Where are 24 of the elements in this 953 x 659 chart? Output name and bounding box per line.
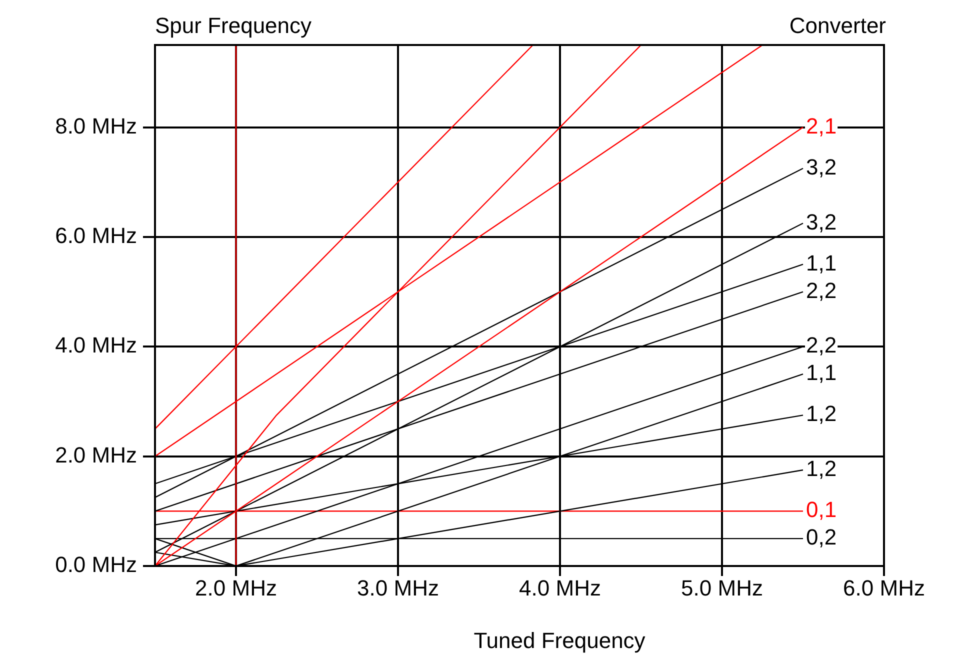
series-label: 1,1 [806,250,837,276]
x-tick-label: 6.0 MHz [843,575,925,600]
series-label: 1,1 [806,360,837,386]
y-axis-title: Spur Frequency [155,13,312,38]
chart-title: Converter [789,13,886,38]
x-axis-title: Tuned Frequency [474,628,646,653]
series-label: 2,2 [806,278,837,303]
series-label: 2,2 [806,332,837,358]
series-label: 2,1 [806,113,837,138]
series-label: 0,2 [806,524,837,550]
x-tick-label: 2.0 MHz [195,575,277,600]
series-label: 1,2 [806,401,837,426]
y-tick-label: 2.0 MHz [55,442,137,468]
x-tick-label: 4.0 MHz [519,575,601,600]
y-tick-label: 6.0 MHz [55,223,137,248]
series-label: 3,2 [806,209,837,234]
series-label: 1,2 [806,456,837,482]
y-tick-label: 4.0 MHz [55,332,137,358]
series-label: 0,1 [806,497,837,522]
x-tick-label: 3.0 MHz [357,575,439,600]
series-label: 3,2 [806,154,837,180]
x-tick-label: 5.0 MHz [681,575,763,600]
y-tick-label: 8.0 MHz [55,113,137,138]
y-tick-label: 0.0 MHz [55,552,137,578]
